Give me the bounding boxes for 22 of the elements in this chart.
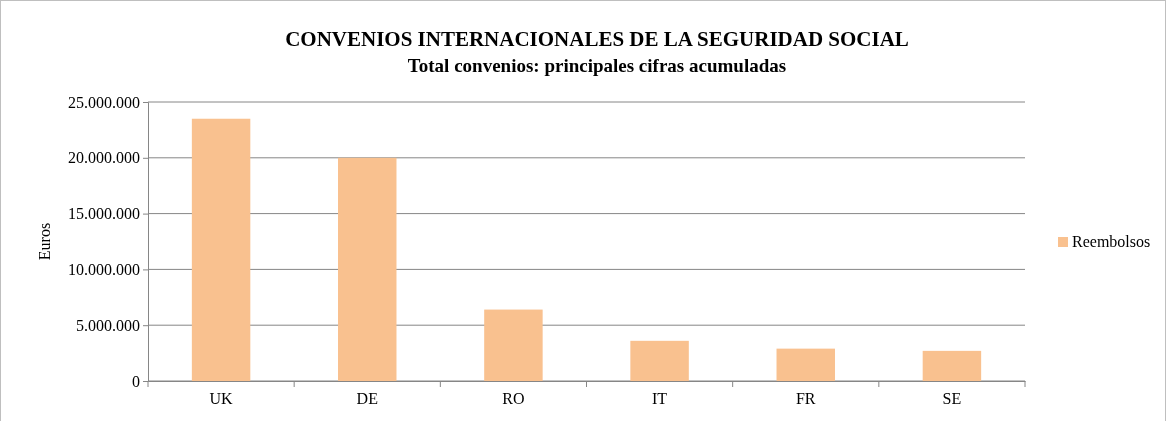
y-tick-label: 0 <box>132 372 140 390</box>
bar <box>776 348 835 381</box>
y-tick-label: 10.000.000 <box>68 261 140 279</box>
x-tick-label: IT <box>652 390 668 408</box>
x-tick-label: FR <box>795 390 816 408</box>
x-tick-label: DE <box>356 390 378 408</box>
y-tick-label: 25.000.000 <box>68 93 140 111</box>
chart-title: CONVENIOS INTERNACIONALES DE LA SEGURIDAD SOCIAL <box>285 27 909 51</box>
x-tick-label: UK <box>209 390 234 408</box>
bar <box>922 350 982 381</box>
y-tick-label: 5.000.000 <box>76 316 140 334</box>
bar <box>338 157 397 381</box>
bar <box>484 309 543 381</box>
x-tick-label: SE <box>942 390 962 408</box>
bar <box>191 118 251 381</box>
y-tick-label: 20.000.000 <box>68 149 140 167</box>
y-axis-title: Euros <box>36 222 53 261</box>
chart-subtitle: Total convenios: principales cifras acumuladas <box>407 55 787 76</box>
y-tick-label: 15.000.000 <box>68 205 140 223</box>
legend-label: Reembolsos <box>1072 233 1151 250</box>
bar <box>630 340 689 381</box>
x-tick-label: RO <box>502 390 525 408</box>
